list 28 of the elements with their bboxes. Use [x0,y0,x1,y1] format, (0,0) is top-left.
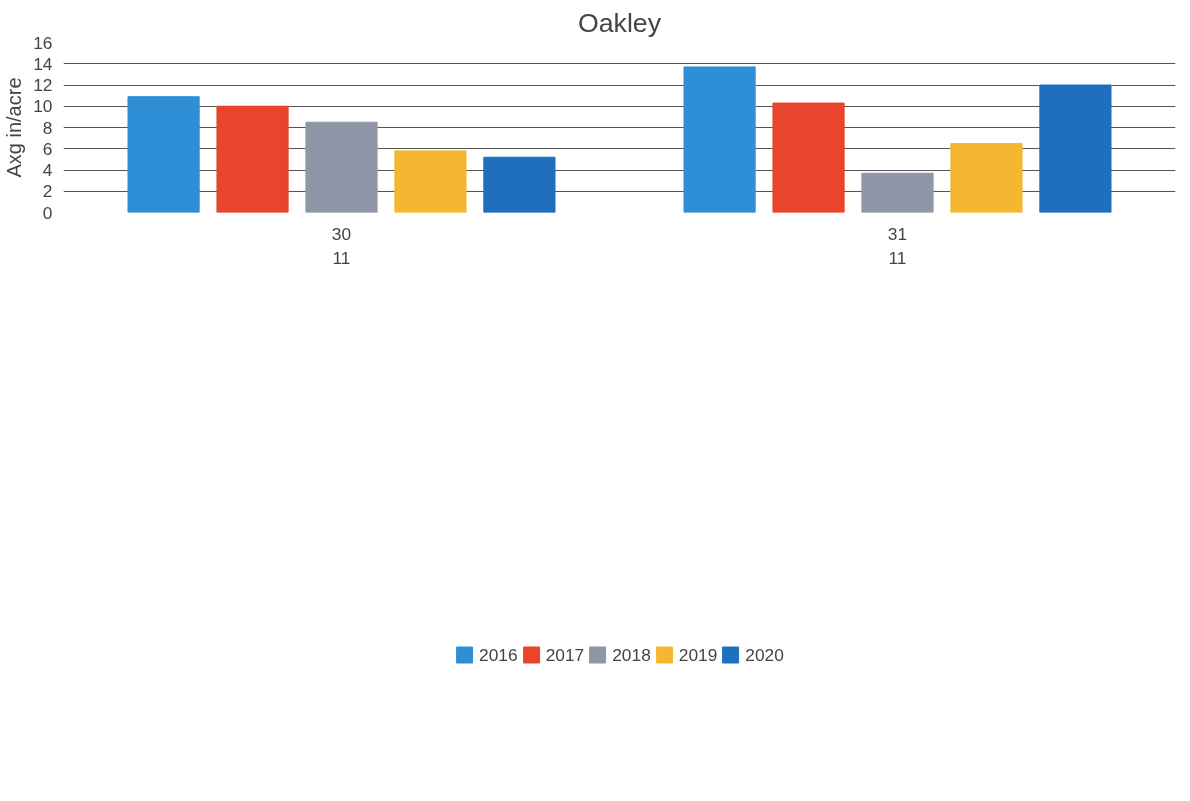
bar [772,102,845,213]
bar [1039,84,1112,213]
y-tick-label: 10 [33,96,53,117]
legend-label: 2016 [479,644,518,666]
y-tick-label: 0 [42,202,53,223]
y-tick-label: 4 [42,160,53,180]
legend-label: 2020 [745,644,784,666]
y-tick-label: 6 [42,138,53,159]
y-tick-label: 12 [33,75,53,95]
bar [394,150,467,213]
bar [127,96,200,213]
y-tick-label: 14 [33,53,53,74]
bar [305,121,378,213]
bar [483,156,556,213]
legend-label: 2017 [545,644,585,666]
bar [216,105,289,213]
y-axis-title: Axg in/acre [3,77,26,178]
legend-label: 2018 [612,644,651,666]
legend-label: 2019 [678,644,718,666]
bar [861,172,934,213]
bar [683,66,756,213]
y-tick-label: 2 [42,181,53,202]
bar [950,142,1023,213]
x-tick-label: 31 11 [887,223,908,268]
y-tick-label: 8 [42,117,53,138]
chart-title: Oakley [578,7,662,38]
y-tick-label: 16 [33,32,53,53]
x-tick-label: 30 11 [331,223,352,268]
